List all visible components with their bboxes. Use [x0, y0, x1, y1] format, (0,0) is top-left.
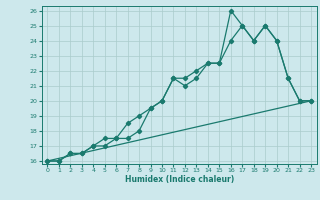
X-axis label: Humidex (Indice chaleur): Humidex (Indice chaleur): [124, 175, 234, 184]
